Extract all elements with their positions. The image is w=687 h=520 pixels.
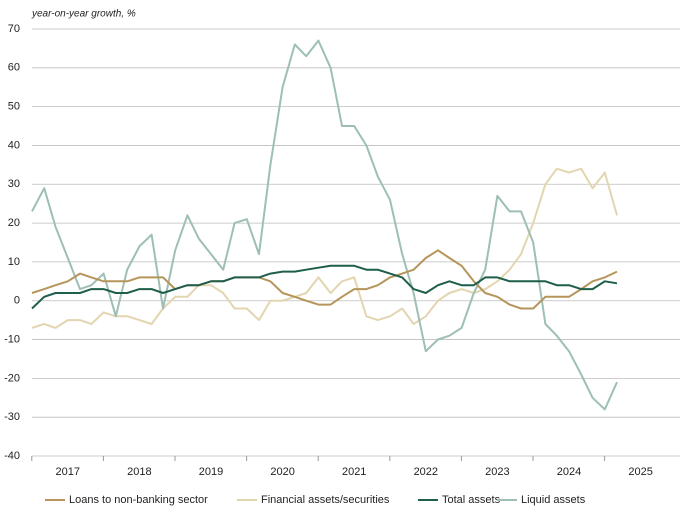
legend-label: Financial assets/securities: [261, 494, 390, 506]
x-tick-label: 2024: [557, 466, 581, 478]
x-tick-label: 2018: [127, 466, 151, 478]
y-tick-label: 0: [14, 295, 20, 307]
series-line: [31, 264, 618, 310]
x-tick-label: 2023: [485, 466, 509, 478]
y-tick-label: -30: [4, 411, 20, 423]
y-tick-label: -40: [4, 450, 20, 462]
series-line: [31, 39, 618, 411]
legend-label: Total assets: [442, 494, 501, 506]
y-tick-label: 70: [8, 23, 20, 35]
legend-label: Loans to non-banking sector: [69, 494, 208, 506]
x-tick-label: 2019: [199, 466, 223, 478]
series-line: [31, 249, 618, 310]
legend-label: Liquid assets: [521, 494, 586, 506]
x-tick-label: 2020: [270, 466, 294, 478]
y-tick-label: 50: [8, 101, 20, 113]
series-line: [31, 167, 618, 329]
x-tick-label: 2021: [342, 466, 366, 478]
y-tick-label: 30: [8, 178, 20, 190]
y-tick-label: 10: [8, 256, 20, 268]
y-tick-label: -10: [4, 333, 20, 345]
x-tick-label: 2022: [414, 466, 438, 478]
y-tick-label: 20: [8, 217, 20, 229]
y-tick-label: 60: [8, 62, 20, 74]
x-tick-label: 2025: [628, 466, 652, 478]
x-tick-label: 2017: [56, 466, 80, 478]
y-tick-label: -20: [4, 372, 20, 384]
y-tick-label: 40: [8, 139, 20, 151]
y-axis-label: year-on-year growth, %: [31, 9, 136, 20]
